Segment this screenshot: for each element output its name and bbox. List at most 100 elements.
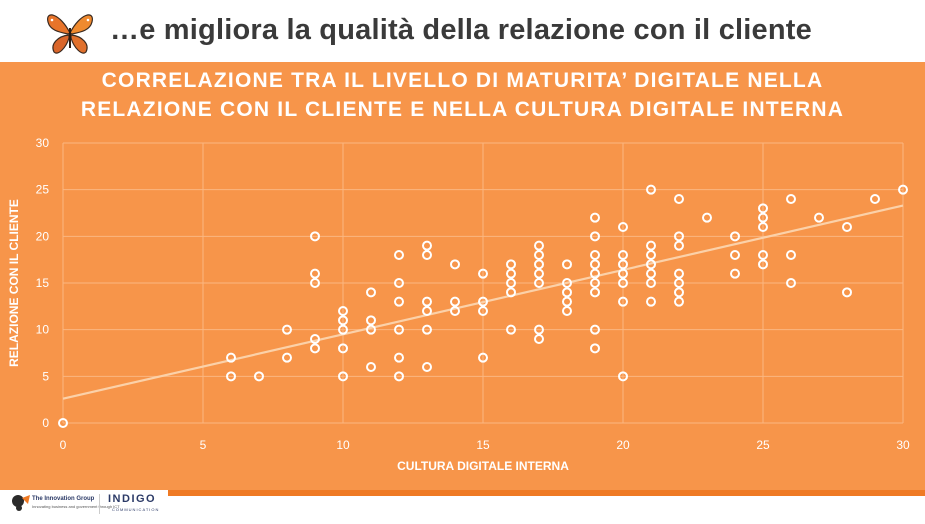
slide-header: …e migliora la qualità della relazione c… xyxy=(0,0,925,62)
scatter-point xyxy=(422,250,432,260)
scatter-point xyxy=(506,259,516,270)
scatter-point xyxy=(730,231,740,242)
scatter-point xyxy=(282,352,292,363)
scatter-point xyxy=(310,343,320,354)
scatter-point xyxy=(422,240,432,251)
scatter-point xyxy=(506,278,516,288)
scatter-point xyxy=(590,250,600,260)
scatter-point xyxy=(450,306,460,316)
scatter-point xyxy=(310,278,320,288)
x-tick-label: 25 xyxy=(756,438,770,452)
scatter-point xyxy=(674,194,684,204)
scatter-point xyxy=(338,343,348,354)
footer-accent-bar xyxy=(168,490,925,496)
scatter-point xyxy=(534,324,544,335)
scatter-point xyxy=(646,250,656,260)
scatter-point xyxy=(310,268,320,279)
slide-title: …e migliora la qualità della relazione c… xyxy=(110,14,812,46)
scatter-point xyxy=(534,278,544,288)
scatter-point xyxy=(506,287,516,298)
indigo-logo-sub: COMMUNICATION xyxy=(112,507,160,512)
scatter-point xyxy=(394,352,404,363)
scatter-point xyxy=(338,371,348,382)
scatter-point xyxy=(758,250,768,260)
scatter-point xyxy=(534,240,544,251)
scatter-point xyxy=(394,371,404,382)
scatter-point xyxy=(674,268,684,279)
grid-lines xyxy=(62,142,904,424)
scatter-point xyxy=(730,268,740,279)
scatter-point xyxy=(310,334,320,344)
scatter-point xyxy=(786,194,796,204)
x-tick-label: 5 xyxy=(200,438,207,452)
y-tick-label: 25 xyxy=(36,183,50,197)
scatter-point xyxy=(674,240,684,251)
scatter-point xyxy=(618,250,628,260)
scatter-point xyxy=(674,278,684,288)
y-tick-label: 10 xyxy=(36,323,50,337)
scatter-point xyxy=(646,278,656,288)
innovation-group-name: The Innovation Group xyxy=(32,496,95,502)
scatter-point xyxy=(842,287,852,298)
scatter-point xyxy=(646,268,656,279)
scatter-point xyxy=(478,352,488,363)
scatter-point xyxy=(338,324,348,335)
innovation-group-tagline: Innovating business and government throu… xyxy=(32,504,120,509)
scatter-point xyxy=(562,296,572,307)
y-tick-label: 20 xyxy=(36,229,50,243)
scatter-point xyxy=(338,306,348,316)
scatter-point xyxy=(646,240,656,251)
scatter-point xyxy=(674,231,684,242)
scatter-point xyxy=(590,324,600,335)
chart-panel xyxy=(0,62,925,490)
chart-title: CORRELAZIONE TRA IL LIVELLO DI MATURITA’… xyxy=(0,66,925,124)
scatter-point xyxy=(842,222,852,232)
scatter-point xyxy=(618,371,628,382)
innovation-group-logo-icon xyxy=(12,495,30,511)
scatter-point xyxy=(618,268,628,279)
x-tick-label: 0 xyxy=(60,438,67,452)
y-axis-label: RELAZIONE CON IL CLIENTE xyxy=(7,199,21,367)
scatter-point xyxy=(758,222,768,232)
scatter-point xyxy=(534,250,544,260)
scatter-point xyxy=(618,278,628,288)
scatter-point xyxy=(786,278,796,288)
tick-labels: 0 5 10 15 20 25 30 0 5 10 15 20 25 30 xyxy=(36,136,910,452)
scatter-point xyxy=(450,296,460,307)
scatter-point xyxy=(394,296,404,307)
scatter-point xyxy=(254,371,264,382)
trendline xyxy=(62,204,904,400)
scatter-point xyxy=(646,259,656,270)
scatter-point xyxy=(422,306,432,316)
x-tick-label: 30 xyxy=(896,438,910,452)
x-tick-label: 15 xyxy=(476,438,490,452)
scatter-point xyxy=(366,362,376,372)
scatter-point xyxy=(590,231,600,242)
y-tick-label: 30 xyxy=(36,136,50,150)
scatter-point xyxy=(702,212,712,223)
scatter-point xyxy=(422,296,432,307)
scatter-point xyxy=(226,371,236,382)
scatter-point xyxy=(590,259,600,270)
scatter-point xyxy=(870,194,880,204)
scatter-point xyxy=(590,212,600,223)
scatter-point xyxy=(730,250,740,260)
scatter-point xyxy=(674,296,684,307)
y-tick-label: 15 xyxy=(36,276,50,290)
butterfly-logo-icon xyxy=(47,14,93,54)
x-tick-label: 10 xyxy=(336,438,350,452)
scatter-point xyxy=(758,203,768,214)
scatter-point xyxy=(618,296,628,307)
scatter-point xyxy=(366,324,376,335)
scatter-point xyxy=(646,184,656,195)
scatter-point xyxy=(786,250,796,260)
scatter-point xyxy=(534,259,544,270)
logo-divider xyxy=(99,494,100,514)
scatter-point xyxy=(366,315,376,326)
scatter-point xyxy=(674,287,684,298)
scatter-point xyxy=(394,250,404,260)
y-tick-label: 5 xyxy=(42,369,49,383)
scatter-point xyxy=(590,268,600,279)
scatter-point xyxy=(618,259,628,270)
indigo-logo-name: INDIGO xyxy=(108,493,157,505)
